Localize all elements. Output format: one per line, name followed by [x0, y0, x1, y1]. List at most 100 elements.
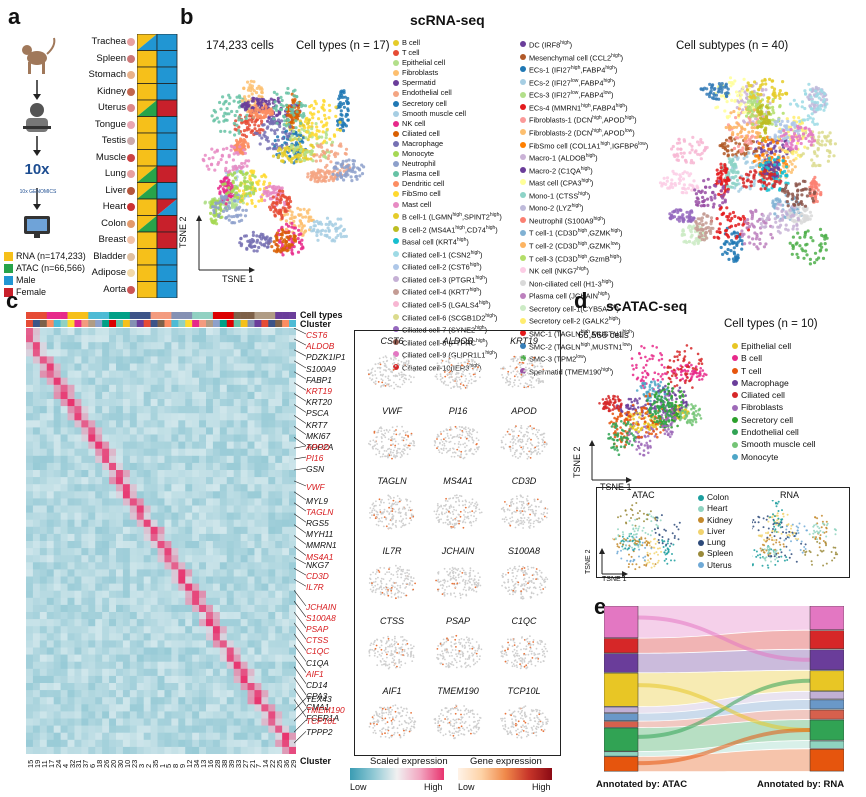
heatmap-cell [219, 526, 228, 535]
heatmap-cell [233, 690, 241, 698]
heatmap-cell [164, 675, 172, 684]
heatmap-cell [129, 342, 138, 350]
cluster-bar [268, 320, 276, 327]
heatmap-cell [247, 441, 255, 449]
celltype-bar [122, 312, 131, 319]
heatmap-cell [26, 370, 34, 378]
panel-c-letter: c [6, 288, 19, 313]
heatmap-cell [32, 654, 41, 662]
heatmap-cell [212, 399, 221, 407]
celltype-bar [219, 312, 228, 319]
heatmap-cell [282, 725, 290, 733]
heatmap-cell [109, 484, 117, 492]
heatmap-cell [192, 562, 200, 570]
heatmap-cell [282, 335, 290, 343]
heatmap-cell [171, 335, 179, 343]
tsne-cluster [759, 534, 785, 556]
heatmap-cell [129, 377, 138, 386]
heatmap-cell [136, 427, 144, 435]
heatmap-cell [171, 725, 179, 733]
heatmap-cell [46, 583, 54, 591]
heatmap-cell [74, 526, 82, 535]
heatmap-cell [39, 533, 48, 542]
heatmap-cell [192, 441, 200, 449]
heatmap-cell [74, 399, 82, 407]
heatmap-cell [116, 704, 124, 712]
heatmap-cell [136, 328, 144, 336]
heatmap-cell [226, 420, 234, 428]
heatmap-cell [136, 626, 144, 634]
legend-label: Plasma cell (JCHAINhigh) [529, 291, 610, 301]
legend-item: Smooth muscle cell [393, 109, 466, 119]
tsne-cluster [779, 124, 816, 151]
marker-gene-label: MKI67 [306, 430, 331, 441]
feature-plot [368, 704, 417, 739]
heatmap-cell [289, 668, 296, 677]
heatmap-cell [171, 370, 179, 378]
heatmap-cell [275, 335, 283, 343]
sankey-node-atac [604, 721, 639, 728]
heatmap-cell [60, 399, 68, 407]
heatmap-cell [129, 640, 138, 648]
heatmap-cell [192, 746, 200, 754]
heatmap-cell [102, 661, 110, 670]
heatmap-cell [39, 441, 48, 449]
feature-plot [368, 635, 415, 670]
legend-label: Ciliated cell-6 (SCGB1D2high) [402, 312, 498, 322]
heatmap-cell [60, 512, 68, 520]
sankey-node-atac [604, 638, 639, 654]
heatmap-cell [26, 377, 34, 386]
heatmap-cell [150, 640, 158, 648]
sankey-node-atac [604, 713, 639, 721]
heatmap-cell [39, 470, 48, 478]
heatmap-cell [233, 619, 241, 627]
heatmap-cell [206, 455, 214, 464]
heatmap-cell [39, 604, 48, 613]
heatmap-cell [212, 356, 221, 364]
heatmap-cell [206, 725, 214, 733]
heatmap-cell [233, 562, 241, 570]
heatmap-cell [143, 462, 151, 471]
organ-icon [127, 285, 135, 294]
heatmap-cell [136, 619, 144, 627]
heatmap-cell [233, 683, 241, 691]
heatmap-cell [129, 654, 138, 662]
tissue-legend: Colon Heart Kidney Liver Lung Spleen Uterus [698, 492, 733, 571]
heatmap-cell [233, 590, 241, 599]
heatmap-cell [122, 654, 131, 662]
heatmap-cell [122, 512, 131, 520]
heatmap-cell [171, 704, 179, 712]
heatmap-cell [122, 675, 131, 684]
feature-plot [436, 634, 483, 669]
heatmap-cell [226, 569, 234, 577]
marker-gene-label: FABP1 [306, 375, 332, 386]
heatmap-cell [212, 725, 221, 733]
heatmap-cell [185, 661, 193, 670]
heatmap-cell [60, 746, 68, 754]
heatmap-cell [39, 455, 48, 464]
heatmap-cell [233, 498, 241, 506]
heatmap-cell [219, 399, 228, 407]
heatmap-cell [178, 675, 186, 684]
heatmap-cell [136, 370, 144, 378]
heatmap-cell [178, 654, 186, 662]
heatmap-cell [212, 413, 221, 421]
heatmap-cell [192, 477, 200, 485]
heatmap-cell [116, 668, 124, 677]
heatmap-cell [164, 335, 172, 343]
heatmap-cell [240, 683, 248, 691]
heatmap-cell [136, 732, 144, 741]
panel-d-title: scATAC-seq [606, 298, 688, 314]
heatmap-cell [275, 704, 283, 712]
heatmap-cell [39, 675, 48, 684]
heatmap-cell [67, 434, 75, 442]
heatmap-cell [212, 661, 221, 670]
heatmap-cell [282, 711, 290, 719]
heatmap-cell [109, 654, 117, 662]
heatmap-cell [282, 697, 290, 705]
legend-label: Ciliated cell [402, 128, 440, 138]
heatmap-cell [46, 668, 54, 677]
heatmap-cell [136, 477, 144, 485]
celltype-bar [88, 312, 96, 319]
grid-cell-half [137, 182, 157, 199]
